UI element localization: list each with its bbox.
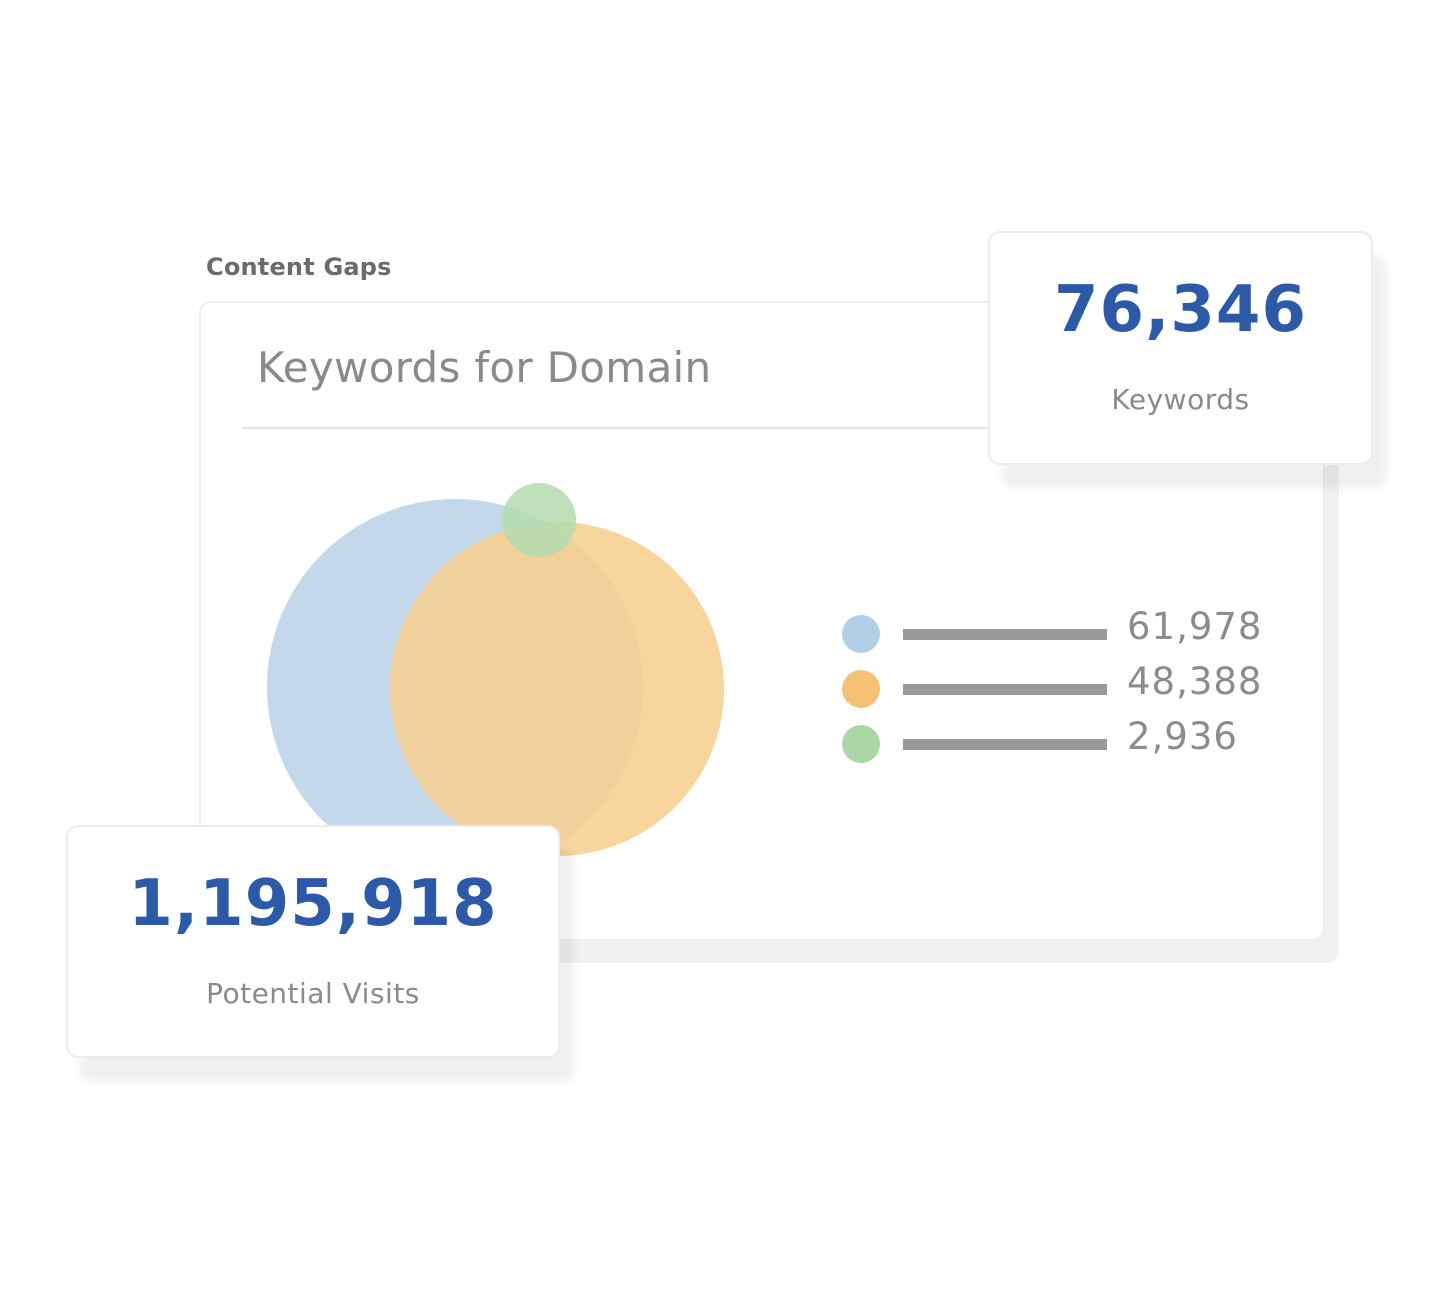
legend-value: 48,388: [1127, 660, 1263, 703]
keywords-stat-card: 76,346 Keywords: [988, 231, 1373, 465]
visits-stat-card: 1,195,918 Potential Visits: [66, 825, 560, 1058]
legend-dot-green: [842, 725, 880, 763]
title-divider: [242, 427, 1042, 429]
visits-count: 1,195,918: [128, 867, 498, 941]
venn-circle-green: [502, 483, 576, 557]
legend-value: 61,978: [1127, 605, 1263, 648]
legend-bar: [903, 739, 1107, 750]
legend-value: 2,936: [1127, 715, 1238, 758]
venn-diagram: [267, 483, 724, 875]
keywords-label: Keywords: [1111, 383, 1250, 416]
venn-circle-orange: [390, 522, 724, 856]
legend-bar: [903, 684, 1107, 695]
legend-bar: [903, 629, 1107, 640]
legend-dot-orange: [842, 670, 880, 708]
card-title: Keywords for Domain: [257, 343, 712, 392]
legend-dot-blue: [842, 615, 880, 653]
section-label: Content Gaps: [206, 253, 392, 281]
keywords-count: 76,346: [1054, 273, 1307, 347]
visits-label: Potential Visits: [206, 977, 420, 1010]
